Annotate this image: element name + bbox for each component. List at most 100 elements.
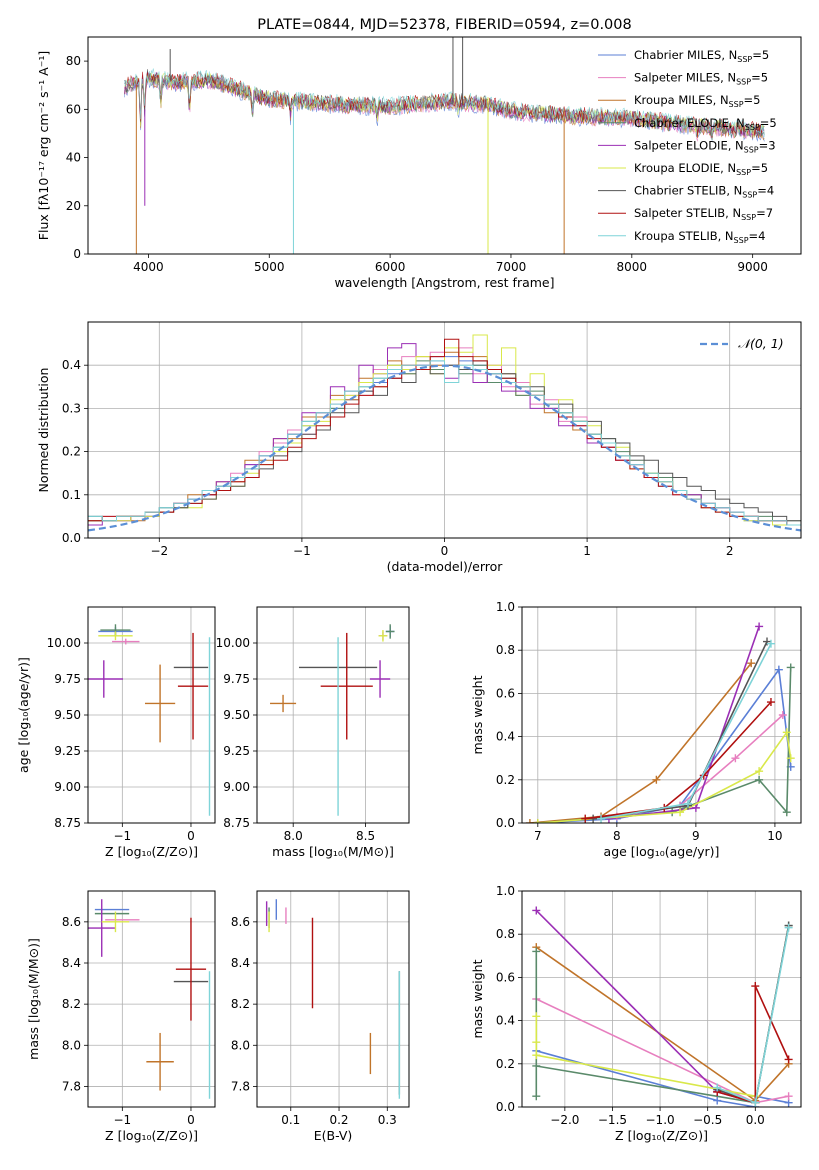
series-marker (755, 775, 764, 784)
series-line (535, 1016, 756, 1097)
x-tick-label: 2 (726, 544, 734, 558)
plot-area (124, 37, 765, 254)
x-tick-label: 9 (692, 829, 700, 843)
series-marker (755, 622, 764, 631)
series-marker (597, 814, 606, 823)
y-tick-label: 9.00 (223, 780, 250, 794)
axes-frame (521, 890, 802, 1108)
x-tick-label: −2 (150, 544, 168, 558)
histogram-series (88, 360, 801, 538)
x-tick-label: 0 (187, 1113, 195, 1127)
series-line (592, 641, 768, 820)
legend: Chabrier MILES, NSSP=5 Salpeter MILES, NS… (598, 48, 777, 245)
x-axis-label: Z [log₁₀(Z/Z⊙)] (105, 1128, 198, 1143)
y-tick-label: 9.75 (54, 672, 81, 686)
x-tick-label: 0.0 (746, 1113, 765, 1127)
series-marker (676, 808, 685, 817)
y-tick-label: 9.50 (54, 708, 81, 722)
series-marker (782, 808, 791, 817)
normal-curve (88, 364, 801, 532)
legend-entry: Salpeter ELODIE, NSSP=3 (634, 138, 776, 154)
x-axis-label: Z [log₁₀(Z/Z⊙)] (615, 1128, 708, 1143)
y-axis-label: Flux [fλ10⁻¹⁷ erg cm⁻² s⁻¹ A⁻¹] (36, 51, 51, 240)
series-line (529, 662, 752, 823)
series-line (585, 701, 772, 820)
x-tick-label: 7000 (496, 260, 527, 274)
series-line (536, 1050, 789, 1107)
y-tick-label: 0.6 (496, 686, 515, 700)
x-axis-label: Z [log₁₀(Z/Z⊙)] (105, 844, 198, 859)
series-marker (766, 698, 775, 707)
spectrum-line (124, 69, 765, 139)
x-tick-label: 4000 (133, 260, 164, 274)
series-marker (683, 799, 692, 808)
y-tick-label: 0.1 (62, 488, 81, 502)
y-tick-label: 0.4 (496, 730, 515, 744)
series-marker (751, 1098, 760, 1107)
panel-massweight-vs-Z: −2.0 −1.5 −1.0 −0.5 0.0 0.0 0.2 0.4 0.6 0.8 1.0 Z [… (470, 884, 802, 1143)
x-tick-label: 10 (767, 829, 782, 843)
plot-area (525, 622, 795, 823)
y-tick-label: 8.2 (62, 997, 81, 1011)
series-marker (532, 947, 541, 956)
series-marker (784, 923, 793, 932)
panel-massweight-vs-age: 7 8 9 10 0.0 0.2 0.4 0.6 0.8 1.0 age [log₁₀(age/yr… (470, 600, 802, 859)
histogram-series (88, 338, 801, 538)
x-tick-label: 7 (534, 829, 542, 843)
series-marker (774, 665, 783, 674)
y-tick-label: 8.75 (54, 816, 81, 830)
series-marker (532, 1092, 541, 1101)
x-tick-label: −1 (113, 1113, 131, 1127)
series-line (535, 925, 790, 1104)
y-tick-label: 8.6 (231, 915, 250, 929)
series-marker (755, 767, 764, 776)
x-tick-label: 0.3 (378, 1113, 397, 1127)
y-axis-label: Normed distribution (36, 368, 51, 493)
x-tick-label: −1.0 (646, 1113, 675, 1127)
spectrum-line (124, 68, 765, 137)
chart-title: PLATE=0844, MJD=52378, FIBERID=0594, z=0… (257, 17, 631, 33)
y-tick-label: 0.4 (496, 1014, 515, 1028)
x-tick-label: 0 (441, 544, 449, 558)
y-tick-label: 8.0 (62, 1038, 81, 1052)
y-tick-label: 8.4 (62, 956, 81, 970)
y-tick-label: 9.00 (54, 780, 81, 794)
series-marker (532, 1051, 541, 1060)
x-axis-label: wavelength [Angstrom, rest frame] (334, 275, 554, 290)
panel-spectrum: 4000 5000 6000 7000 8000 9000 0 20 40 60 80 wavelen… (36, 17, 802, 290)
y-tick-label: 9.50 (223, 708, 250, 722)
series-line (537, 714, 784, 823)
series-line (537, 667, 792, 823)
y-axis-label: mass weight (470, 675, 485, 754)
series-marker (533, 819, 542, 823)
x-tick-label: 5000 (254, 260, 285, 274)
y-tick-label: 0.0 (62, 531, 81, 545)
series-marker (532, 1012, 541, 1021)
series-marker (581, 814, 590, 823)
legend-entry: Chabrier STELIB, NSSP=4 (634, 184, 774, 200)
panel-mass-vs-Z: −1 0 7.8 8.0 8.2 8.4 8.6 Z [log₁₀(Z/Z⊙)] mass [l… (26, 890, 216, 1143)
y-axis-label: mass [log₁₀(M/M⊙)] (26, 938, 41, 1060)
panel-residuals: −2 −1 0 1 2 0.0 0.1 0.2 0.3 0.4 (data-model)/error… (36, 321, 802, 574)
y-tick-label: 7.8 (62, 1079, 81, 1093)
y-tick-label: 7.8 (231, 1079, 250, 1093)
series-line (535, 946, 790, 1102)
y-tick-label: 8.2 (231, 997, 250, 1011)
y-tick-label: 0.0 (496, 816, 515, 830)
x-tick-label: 0 (187, 829, 195, 843)
x-tick-label: −2.0 (550, 1113, 579, 1127)
y-tick-label: 40 (66, 151, 81, 165)
plot-area (88, 334, 801, 538)
y-tick-label: 10.00 (47, 636, 81, 650)
series-marker (786, 754, 795, 763)
y-tick-label: 0.0 (496, 1100, 515, 1114)
series-line (608, 626, 760, 820)
x-axis-label: mass [log₁₀(M/M⊙)] (272, 844, 394, 859)
series-line (716, 985, 790, 1104)
axes-frame (87, 890, 216, 1108)
plot-area (270, 624, 395, 816)
x-tick-label: −1 (293, 544, 311, 558)
series-marker (786, 663, 795, 672)
series-marker (532, 1061, 541, 1070)
series-marker (532, 1038, 541, 1047)
